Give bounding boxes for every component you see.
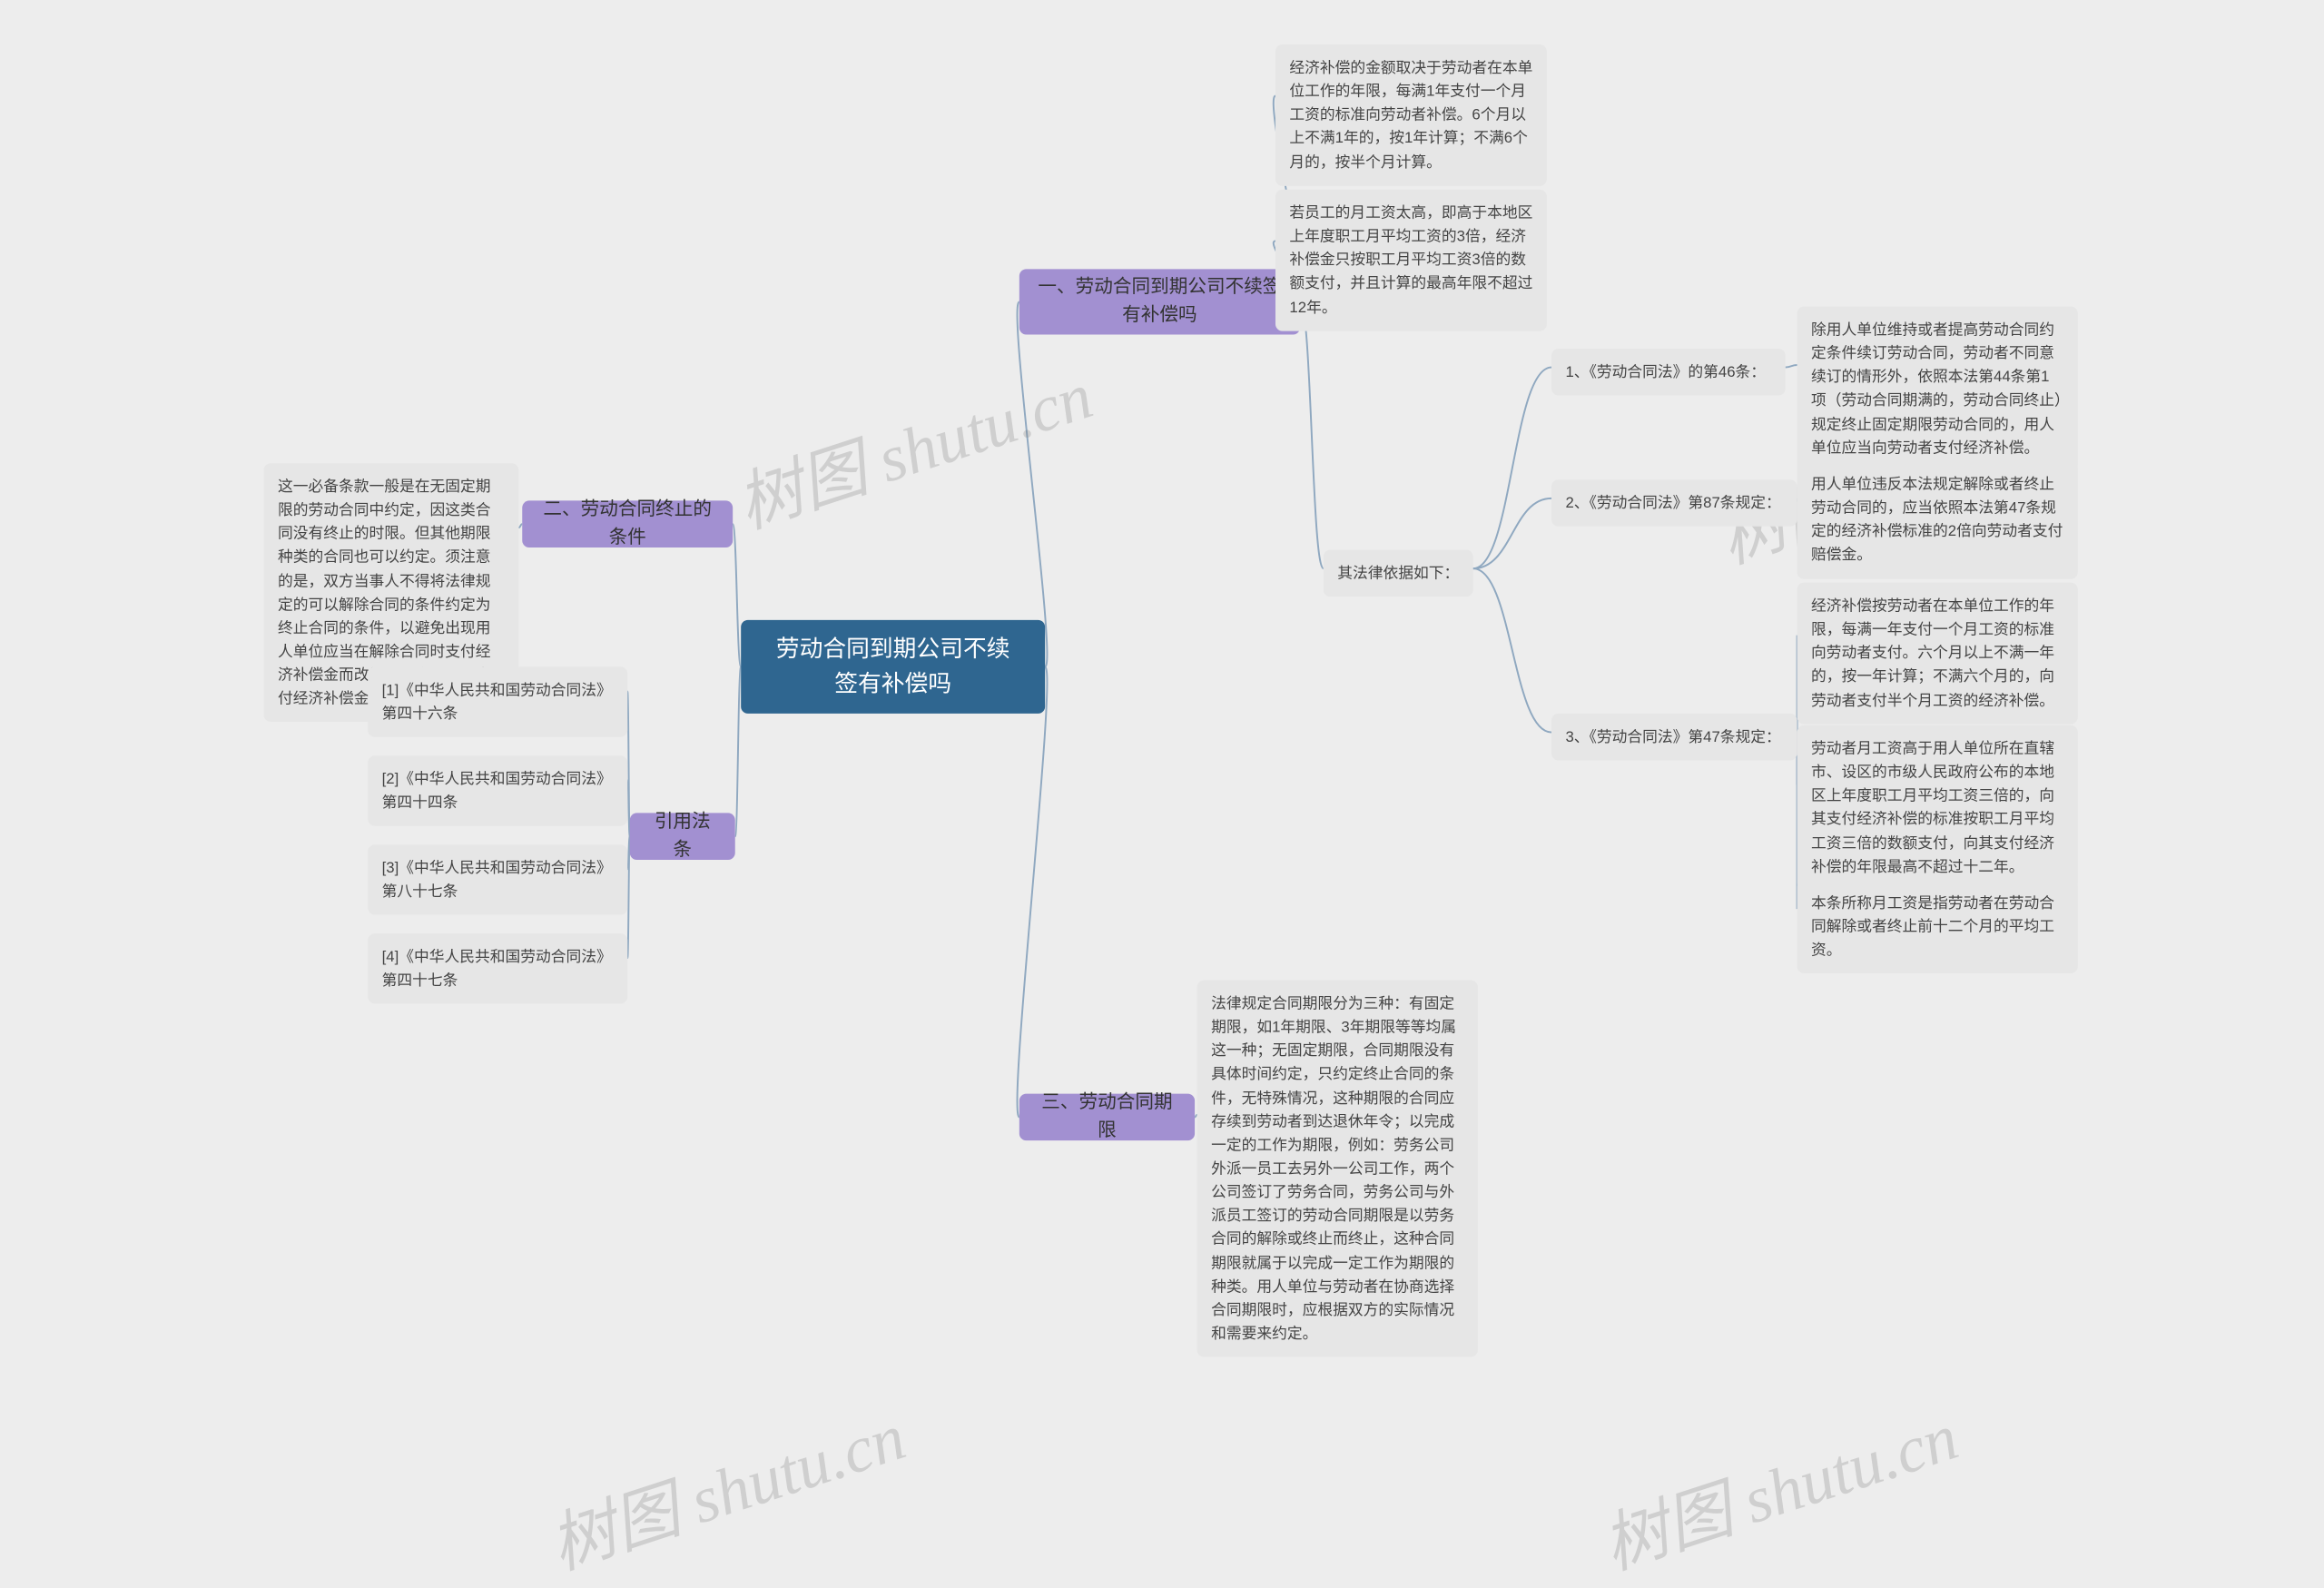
subleaf-47-text1[interactable]: 经济补偿按劳动者在本单位工作的年限，每满一年支付一个月工资的标准向劳动者支付。六…	[1797, 583, 2078, 725]
branch-2[interactable]: 二、劳动合同终止的条件	[522, 500, 733, 547]
watermark: 树图 shutu.cn	[537, 1385, 915, 1588]
root-node[interactable]: 劳动合同到期公司不续签有补偿吗	[741, 620, 1045, 714]
watermark: 树图 shutu.cn	[724, 343, 1102, 547]
sub-art87[interactable]: 2、《劳动合同法》第87条规定：	[1551, 479, 1797, 527]
subleaf-46-text[interactable]: 除用人单位维持或者提高劳动合同约定条件续订劳动合同，劳动者不同意续订的情形外，依…	[1797, 307, 2078, 471]
branch-1[interactable]: 一、劳动合同到期公司不续签有补偿吗	[1019, 269, 1300, 334]
leaf-b4-ref4[interactable]: [4]《中华人民共和国劳动合同法》 第四十七条	[368, 933, 627, 1004]
leaf-b1-comp2[interactable]: 若员工的月工资太高，即高于本地区上年度职工月平均工资的3倍，经济补偿金只按职工月…	[1275, 190, 1547, 331]
sub-art47[interactable]: 3、《劳动合同法》第47条规定：	[1551, 714, 1797, 761]
leaf-b4-ref3[interactable]: [3]《中华人民共和国劳动合同法》 第八十七条	[368, 844, 627, 915]
leaf-b1-legalbasis[interactable]: 其法律依据如下：	[1324, 550, 1473, 597]
mindmap-stage: 树图 shutu.cn 树图 shutu.cn 树图 shutu.cn 树图 s…	[214, 0, 2109, 1310]
sub-art46[interactable]: 1、《劳动合同法》的第46条：	[1551, 349, 1786, 396]
leaf-b4-ref1[interactable]: [1]《中华人民共和国劳动合同法》 第四十六条	[368, 666, 627, 737]
leaf-b1-comp1[interactable]: 经济补偿的金额取决于劳动者在本单位工作的年限，每满1年支付一个月工资的标准向劳动…	[1275, 44, 1547, 186]
branch-4[interactable]: 引用法条	[630, 813, 735, 860]
branch-3[interactable]: 三、劳动合同期限	[1019, 1094, 1195, 1141]
subleaf-87-text[interactable]: 用人单位违反本法规定解除或者终止劳动合同的，应当依照本法第47条规定的经济补偿标…	[1797, 461, 2078, 579]
subleaf-47-text2[interactable]: 劳动者月工资高于用人单位所在直辖市、设区的市级人民政府公布的本地区上年度职工月平…	[1797, 725, 2078, 890]
subleaf-47-text3[interactable]: 本条所称月工资是指劳动者在劳动合同解除或者终止前十二个月的平均工资。	[1797, 880, 2078, 974]
leaf-b3-terms[interactable]: 法律规定合同期限分为三种：有固定期限，如1年期限、3年期限等等均属这一种；无固定…	[1197, 981, 1478, 1357]
leaf-b4-ref2[interactable]: [2]《中华人民共和国劳动合同法》 第四十四条	[368, 755, 627, 826]
watermark: 树图 shutu.cn	[1589, 1385, 1967, 1588]
